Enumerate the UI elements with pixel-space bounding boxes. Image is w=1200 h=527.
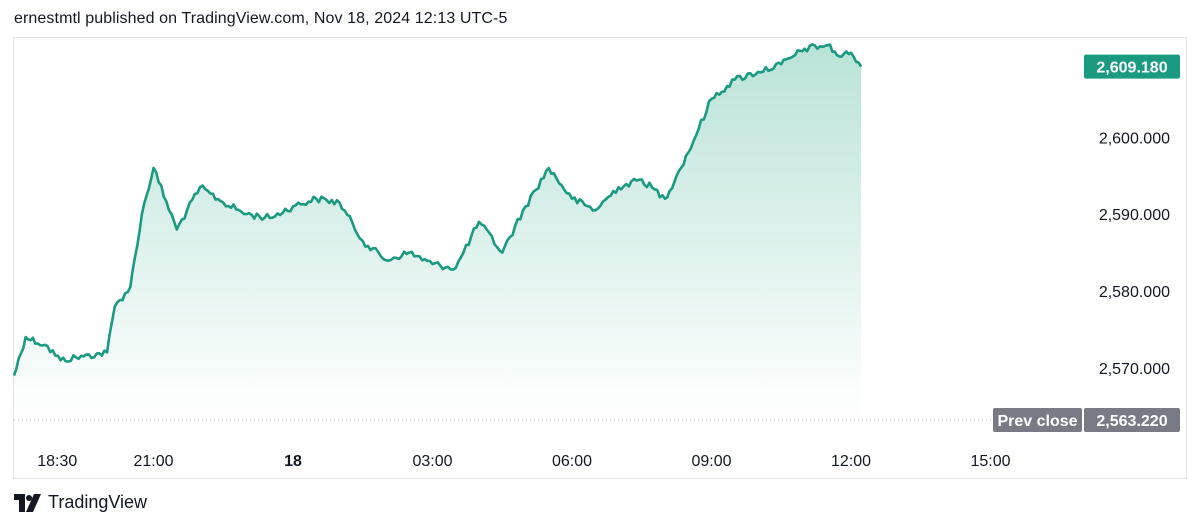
publish-header: ernestmtl published on TradingView.com, … — [14, 10, 508, 27]
prev-close-value: 2,563.220 — [1096, 413, 1167, 430]
x-tick-label: 18:30 — [37, 453, 77, 470]
price-line — [12, 43, 863, 377]
footer: TradingView — [14, 492, 147, 513]
y-tick-label: 2,590.000 — [1099, 207, 1170, 224]
last-price-label: 2,609.180 — [1096, 60, 1167, 77]
price-chart[interactable]: 2,570.000 2,580.000 2,590.000 2,600.000 18:… — [0, 0, 1200, 480]
x-tick-label: 09:00 — [691, 453, 731, 470]
price-area-fill — [14, 44, 862, 421]
y-tick-label: 2,600.000 — [1099, 130, 1170, 147]
x-tick-label: 03:00 — [412, 453, 452, 470]
x-tick-label: 06:00 — [552, 453, 592, 470]
x-tick-label: 18 — [284, 453, 302, 470]
prev-close-title: Prev close — [997, 413, 1077, 430]
tradingview-logo-icon[interactable] — [14, 493, 42, 512]
last-price-badge — [1084, 54, 1180, 79]
brand-name[interactable]: TradingView — [48, 492, 148, 512]
x-tick-label: 21:00 — [133, 453, 173, 470]
x-tick-label: 15:00 — [970, 453, 1010, 470]
y-tick-label: 2,570.000 — [1099, 361, 1170, 378]
y-tick-label: 2,580.000 — [1099, 284, 1170, 301]
prev-close-value-badge — [1084, 408, 1180, 432]
x-tick-label: 12:00 — [831, 453, 871, 470]
prev-close-title-badge — [993, 408, 1082, 432]
chart-frame — [13, 37, 1187, 479]
